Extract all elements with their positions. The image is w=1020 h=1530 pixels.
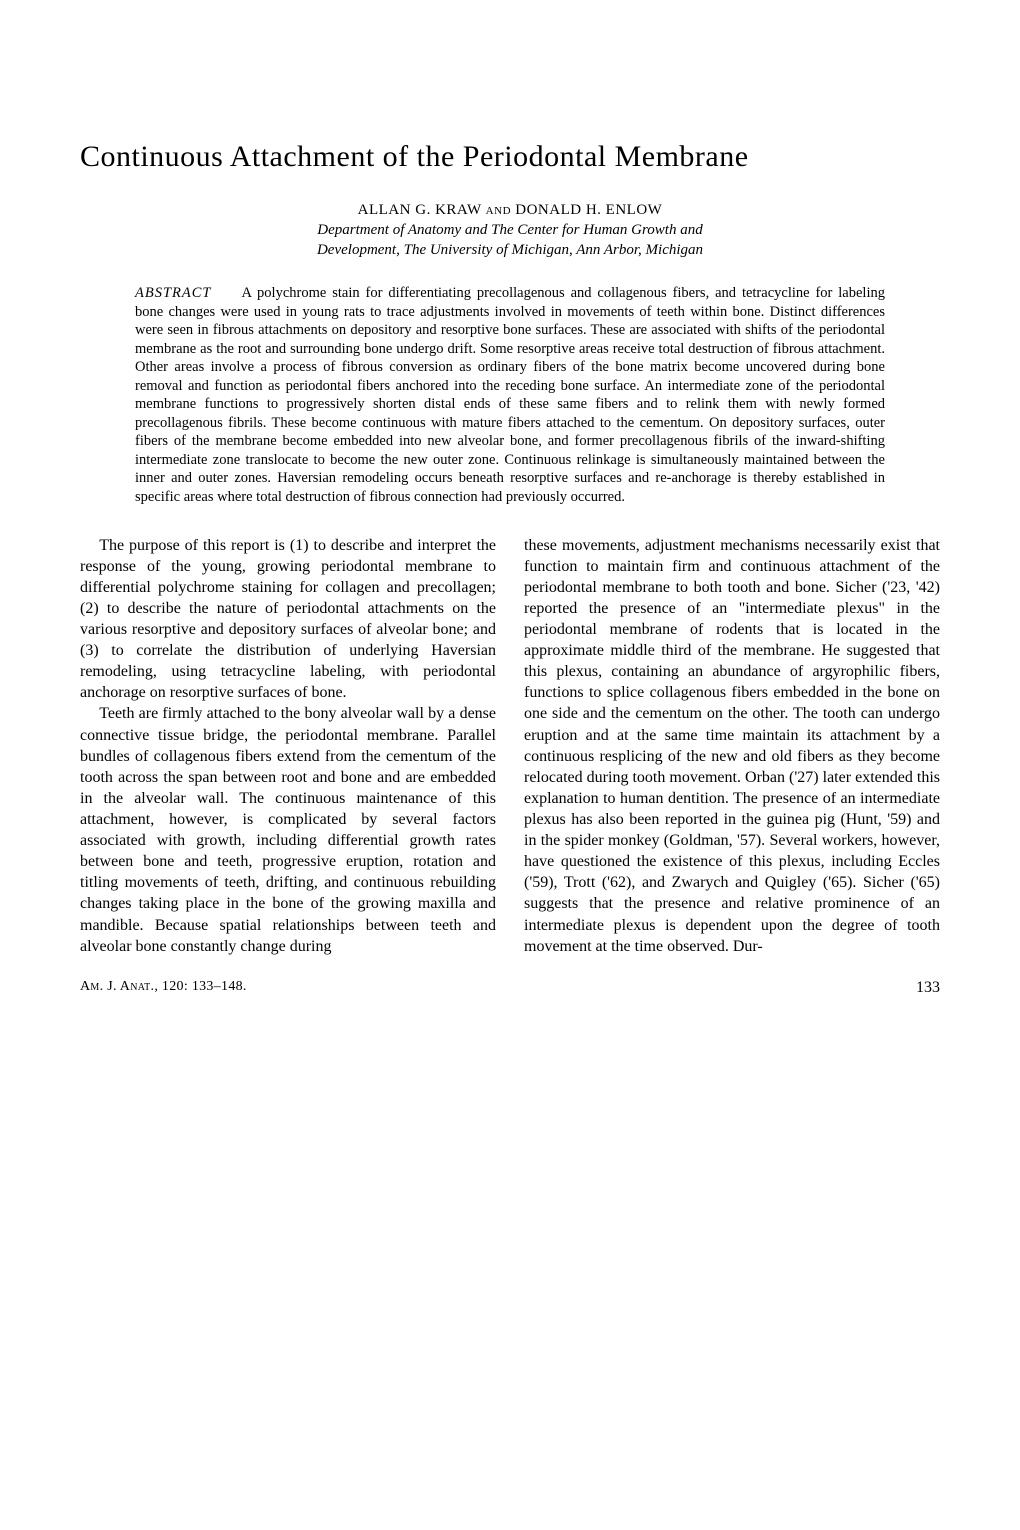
- body-paragraph: Teeth are firmly attached to the bony al…: [80, 703, 496, 956]
- authors-names: ALLAN G. KRAW and DONALD H. ENLOW: [358, 202, 663, 218]
- article-title: Continuous Attachment of the Periodontal…: [80, 140, 940, 174]
- affiliation-line-1: Department of Anatomy and The Center for…: [200, 221, 820, 241]
- body-paragraph: The purpose of this report is (1) to des…: [80, 535, 496, 704]
- abstract-text: A polychrome stain for differentiating p…: [135, 285, 885, 505]
- body-paragraph: these movements, adjustment mechanisms n…: [524, 535, 940, 957]
- authors-block: ALLAN G. KRAW and DONALD H. ENLOW Depart…: [200, 202, 820, 260]
- journal-citation: Am. J. Anat., 120: 133–148.: [80, 979, 247, 997]
- body-columns: The purpose of this report is (1) to des…: [80, 535, 940, 957]
- column-right: these movements, adjustment mechanisms n…: [524, 535, 940, 957]
- abstract-label: ABSTRACT: [135, 285, 211, 301]
- abstract: ABSTRACTA polychrome stain for different…: [135, 284, 885, 507]
- page-number: 133: [916, 979, 940, 997]
- column-left: The purpose of this report is (1) to des…: [80, 535, 496, 957]
- affiliation-line-2: Development, The University of Michigan,…: [200, 241, 820, 261]
- authors-line: ALLAN G. KRAW and DONALD H. ENLOW: [200, 202, 820, 219]
- page-footer: Am. J. Anat., 120: 133–148. 133: [80, 979, 940, 997]
